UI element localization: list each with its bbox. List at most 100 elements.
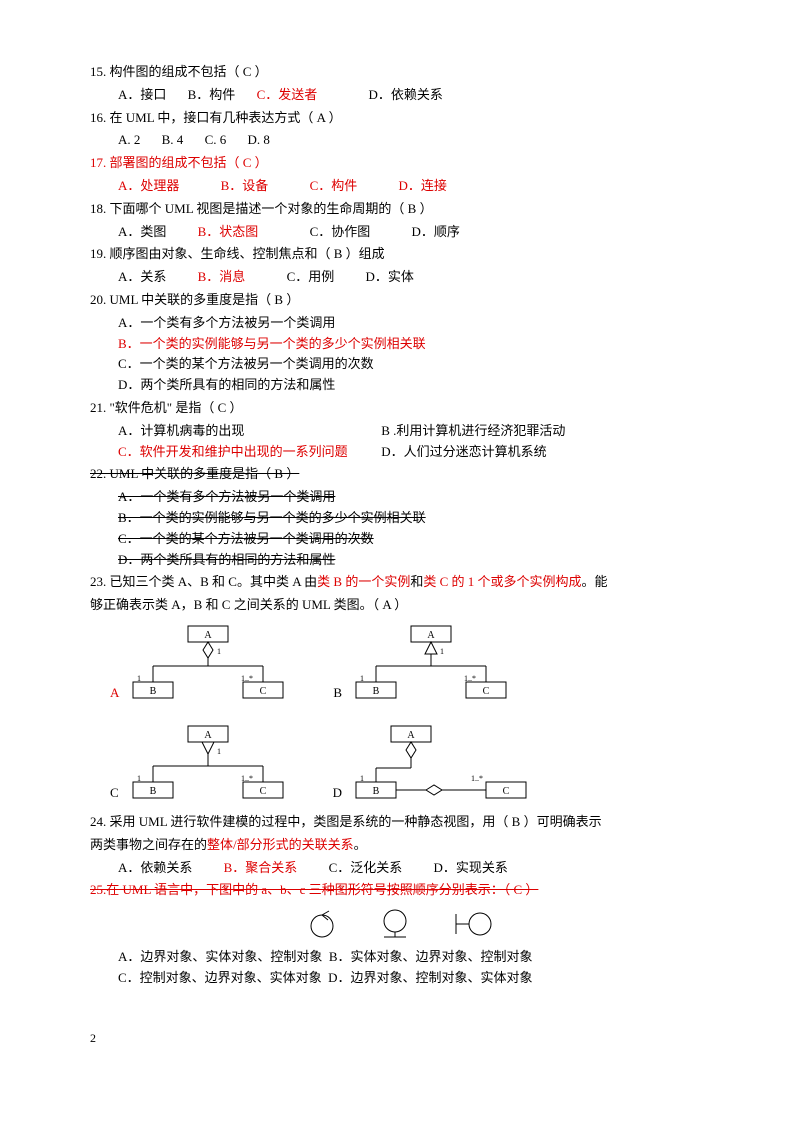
question-24: 24. 采用 UML 进行软件建模的过程中，类图是系统的一种静态视图，用（ B … <box>90 812 710 833</box>
control-symbol-icon <box>307 909 337 939</box>
q21-a: A．计算机病毒的出现 <box>118 421 378 442</box>
q22-a: A．一个类有多个方法被另一个类调用 <box>118 487 710 508</box>
svg-text:B: B <box>149 786 156 797</box>
q25-text: 25.在 UML 语言中，下图中的 a、b、c 三种图形符号按照顺序分别表示：（… <box>90 882 538 897</box>
entity-symbol-icon <box>380 907 410 941</box>
q24-l1: 24. 采用 UML 进行软件建模的过程中，类图是系统的一种静态视图，用（ B … <box>90 814 602 829</box>
question-24-line2: 两类事物之间存在的整体/部分形式的关联关系。 <box>90 835 710 856</box>
label-d: D <box>333 783 342 804</box>
q15-a: A．接口 <box>118 85 166 106</box>
q16-a: A. 2 <box>118 130 140 151</box>
question-19: 19. 顺序图由对象、生命线、控制焦点和（ B ）组成 <box>90 244 710 265</box>
q19-a: A．关系 <box>118 267 166 288</box>
q18-d: D．顺序 <box>411 222 459 243</box>
q22-b: B．一个类的实例能够与另一个类的多少个实例相关联 <box>118 508 710 529</box>
q20-options: A．一个类有多个方法被另一个类调用 B．一个类的实例能够与另一个类的多少个实例相… <box>90 313 710 396</box>
question-17: 17. 部署图的组成不包括（ C ） <box>90 153 710 174</box>
q18-text: 18. 下面哪个 UML 视图是描述一个对象的生命周期的（ B ） <box>90 201 433 216</box>
svg-text:A: A <box>427 630 435 641</box>
diagram-d: D A 1 B C 1..* <box>333 724 536 804</box>
q17-text: 17. 部署图的组成不包括（ C ） <box>90 155 268 170</box>
q21-options: A．计算机病毒的出现 B .利用计算机进行经济犯罪活动 C．软件开发和维护中出现… <box>90 421 710 463</box>
q22-c: C．一个类的某个方法被另一个类调用的次数 <box>118 529 710 550</box>
question-23-line2: 够正确表示类 A，B 和 C 之间关系的 UML 类图。（ A ） <box>90 595 710 616</box>
q15-d: D．依赖关系 <box>368 85 442 106</box>
question-18: 18. 下面哪个 UML 视图是描述一个对象的生命周期的（ B ） <box>90 199 710 220</box>
q24-l2a: 两类事物之间存在的 <box>90 837 207 852</box>
svg-text:B: B <box>150 686 157 697</box>
svg-text:1: 1 <box>217 647 221 656</box>
q19-b: B．消息 <box>198 267 246 288</box>
q15-text: 15. 构件图的组成不包括（ C ） <box>90 64 268 79</box>
label-c: C <box>110 783 119 804</box>
page-number: 2 <box>90 1029 710 1048</box>
diagram-b: B A 1 1 1..* B C <box>333 624 516 704</box>
q24-options: A．依赖关系 B．聚合关系 C．泛化关系 D．实现关系 <box>90 858 710 879</box>
question-23: 23. 已知三个类 A、B 和 C。其中类 A 由类 B 的一个实例和类 C 的… <box>90 572 710 593</box>
q16-options: A. 2 B. 4 C. 6 D. 8 <box>90 130 710 151</box>
q23-l1c: 和 <box>410 574 423 589</box>
q18-options: A．类图 B．状态图 C．协作图 D．顺序 <box>90 222 710 243</box>
q23-l1d: 类 C 的 1 个或多个实例构成 <box>423 574 581 589</box>
uml-diagram-c: A 1 1 1..* B C <box>123 724 293 804</box>
q17-b: B．设备 <box>221 176 269 197</box>
q15-c: C．发送者 <box>257 85 318 106</box>
q21-text: 21. "软件危机" 是指（ C ） <box>90 400 243 415</box>
q19-text: 19. 顺序图由对象、生命线、控制焦点和（ B ）组成 <box>90 246 385 261</box>
q23-l1b: 类 B 的一个实例 <box>317 574 410 589</box>
q25-d: D．边界对象、控制对象、实体对象 <box>328 970 532 985</box>
label-a: A <box>110 683 119 704</box>
q24-l2b: 整体/部分形式的关联关系 <box>207 837 354 852</box>
q20-a: A．一个类有多个方法被另一个类调用 <box>118 313 710 334</box>
question-21: 21. "软件危机" 是指（ C ） <box>90 398 710 419</box>
q25-symbols <box>90 907 710 941</box>
q17-d: D．连接 <box>398 176 446 197</box>
q18-b: B．状态图 <box>198 222 259 243</box>
question-25: 25.在 UML 语言中，下图中的 a、b、c 三种图形符号按照顺序分别表示：（… <box>90 880 710 901</box>
q24-d: D．实现关系 <box>433 858 507 879</box>
svg-text:B: B <box>373 686 380 697</box>
q20-d: D．两个类所具有的相同的方法和属性 <box>118 375 710 396</box>
label-b: B <box>333 683 342 704</box>
q20-b: B．一个类的实例能够与另一个类的多少个实例相关联 <box>118 334 710 355</box>
q15-b: B．构件 <box>188 85 236 106</box>
q18-a: A．类图 <box>118 222 166 243</box>
svg-text:A: A <box>204 730 212 741</box>
q25-b: B．实体对象、边界对象、控制对象 <box>329 949 533 964</box>
q15-options: A．接口 B．构件 C．发送者 D．依赖关系 <box>90 85 710 106</box>
q25-options: A．边界对象、实体对象、控制对象 B．实体对象、边界对象、控制对象 C．控制对象… <box>90 947 710 989</box>
q16-text: 16. 在 UML 中，接口有几种表达方式（ A ） <box>90 110 342 125</box>
q22-text: 22. UML 中关联的多重度是指（ B ） <box>90 466 299 481</box>
q24-c: C．泛化关系 <box>329 858 403 879</box>
boundary-symbol-icon <box>453 909 493 939</box>
svg-text:A: A <box>205 630 213 641</box>
q19-c: C．用例 <box>287 267 335 288</box>
q21-d: D．人们过分迷恋计算机系统 <box>381 444 546 459</box>
q25-c: C．控制对象、边界对象、实体对象 <box>118 970 322 985</box>
uml-diagram-b: A 1 1 1..* B C <box>346 624 516 704</box>
diagram-c: C A 1 1 1..* B C <box>110 724 293 804</box>
svg-text:C: C <box>260 686 267 697</box>
question-15: 15. 构件图的组成不包括（ C ） <box>90 62 710 83</box>
q17-options: A．处理器 B．设备 C．构件 D．连接 <box>90 176 710 197</box>
q22-options: A．一个类有多个方法被另一个类调用 B．一个类的实例能够与另一个类的多少个实例相… <box>90 487 710 570</box>
q22-d: D．两个类所具有的相同的方法和属性 <box>118 550 710 571</box>
q23-l1a: 23. 已知三个类 A、B 和 C。其中类 A 由 <box>90 574 317 589</box>
q20-c: C．一个类的某个方法被另一个类调用的次数 <box>118 354 710 375</box>
question-20: 20. UML 中关联的多重度是指（ B ） <box>90 290 710 311</box>
svg-text:B: B <box>373 786 380 797</box>
svg-text:1: 1 <box>217 747 221 756</box>
q17-a: A．处理器 <box>118 176 179 197</box>
q21-c: C．软件开发和维护中出现的一系列问题 <box>118 442 378 463</box>
q23-l2: 够正确表示类 A，B 和 C 之间关系的 UML 类图。（ A ） <box>90 597 407 612</box>
svg-text:C: C <box>483 686 490 697</box>
q17-c: C．构件 <box>310 176 358 197</box>
q24-a: A．依赖关系 <box>118 858 192 879</box>
svg-text:1..*: 1..* <box>471 774 483 783</box>
diagram-a: A A 1 1 1..* B C <box>110 624 293 704</box>
q19-d: D．实体 <box>365 267 413 288</box>
svg-text:C: C <box>259 786 266 797</box>
q23-diagrams: A A 1 1 1..* B C B A 1 <box>110 624 710 804</box>
q21-b: B .利用计算机进行经济犯罪活动 <box>381 423 565 438</box>
question-22: 22. UML 中关联的多重度是指（ B ） <box>90 464 710 485</box>
